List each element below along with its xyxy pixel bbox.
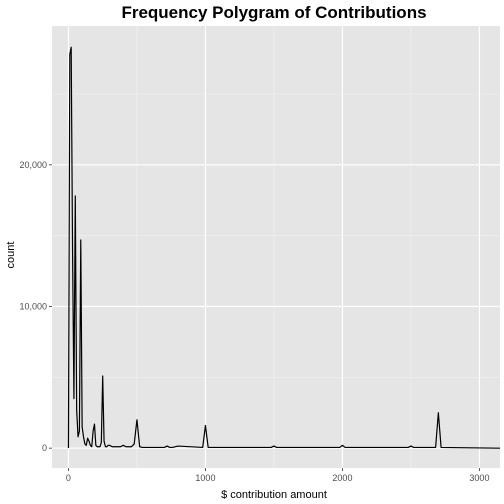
y-axis-ticks: 0 10,000 20,000 <box>19 160 52 453</box>
frequency-polygon-line <box>67 46 501 449</box>
chart-title: Frequency Polygram of Contributions <box>121 3 426 22</box>
x-axis-ticks: 0 1000 2000 3000 <box>66 468 489 483</box>
y-tick-label: 0 <box>42 443 47 453</box>
x-tick-label: 0 <box>66 473 71 483</box>
grid-major-lines <box>52 26 500 468</box>
plot-panel <box>52 26 500 468</box>
y-tick-label: 20,000 <box>19 160 47 170</box>
x-tick-label: 3000 <box>469 473 489 483</box>
x-tick-label: 2000 <box>332 473 352 483</box>
grid-minor-lines <box>52 26 500 468</box>
y-tick-label: 10,000 <box>19 302 47 312</box>
series-layer <box>67 46 501 449</box>
x-axis-label: $ contribution amount <box>221 489 327 501</box>
y-axis-label: count <box>5 242 17 269</box>
x-tick-label: 1000 <box>195 473 215 483</box>
